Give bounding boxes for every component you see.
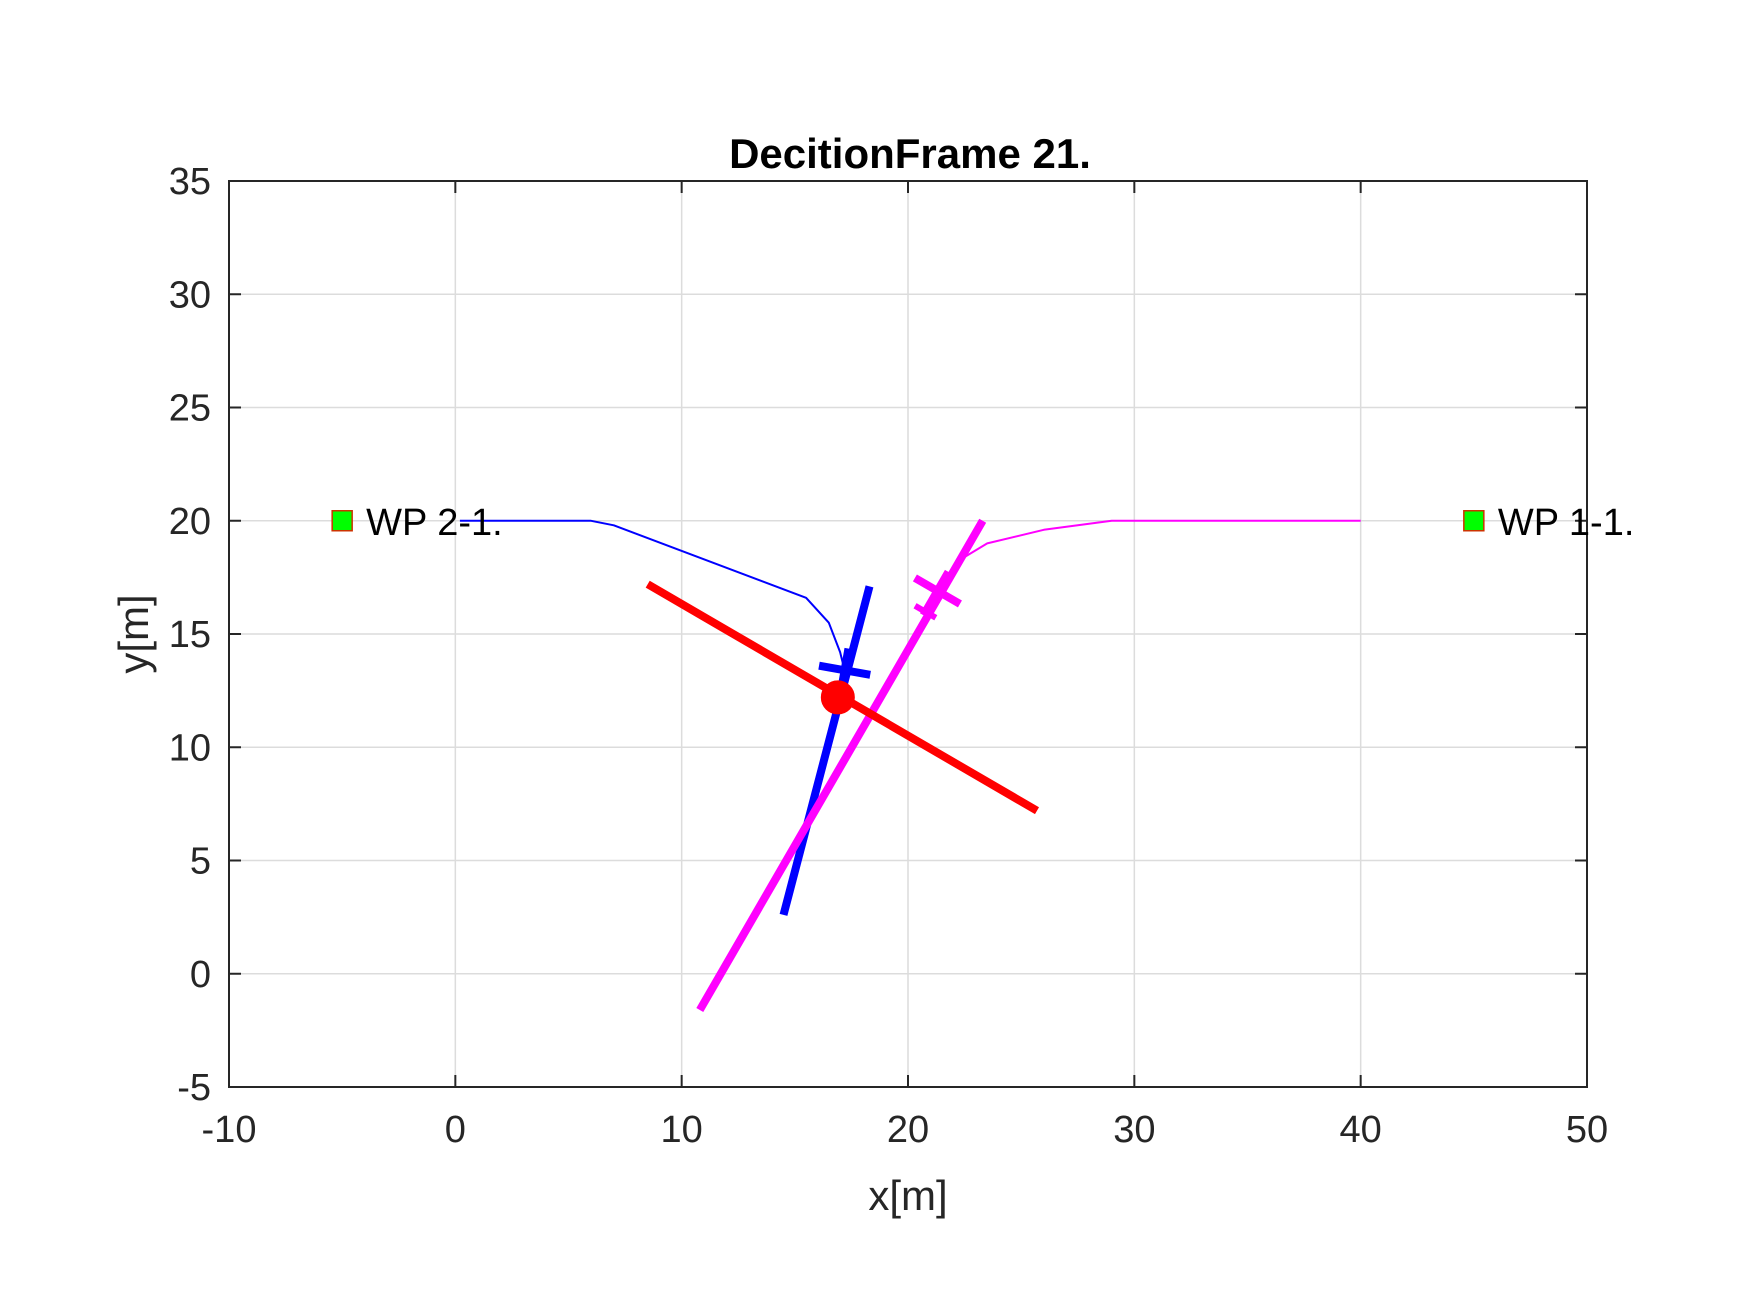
y-tick-label: 30 xyxy=(169,274,211,316)
chart-title: DecitionFrame 21. xyxy=(729,130,1091,177)
x-tick-label: 40 xyxy=(1340,1109,1382,1151)
x-tick-label: -10 xyxy=(202,1109,257,1151)
y-tick-label: 5 xyxy=(190,841,211,883)
waypoints: WP 2-1. WP 1-1. xyxy=(331,502,1635,544)
intersection-point-0 xyxy=(820,680,855,715)
plot-area xyxy=(459,518,1361,1013)
waypoint-label-1: WP 1-1. xyxy=(1498,502,1635,544)
y-axis-label: y[m] xyxy=(110,594,157,673)
y-ticks: -5 0 5 10 15 20 25 30 35 xyxy=(169,161,1587,1109)
x-axis-label: x[m] xyxy=(868,1172,947,1219)
vehicle-wing xyxy=(818,661,871,679)
trajectory-line-0 xyxy=(459,519,846,671)
vehicle-marker-1 xyxy=(912,569,962,621)
vehicle-tail xyxy=(913,603,938,621)
y-tick-label: 20 xyxy=(169,501,211,543)
x-tick-label: 50 xyxy=(1566,1109,1608,1151)
x-tick-label: 20 xyxy=(887,1109,929,1151)
x-tick-label: 0 xyxy=(445,1109,466,1151)
x-ticks: -10 0 10 20 30 40 50 xyxy=(202,181,1608,1151)
y-tick-label: 15 xyxy=(169,614,211,656)
waypoint-marker-1 xyxy=(1463,510,1485,532)
y-tick-label: 10 xyxy=(169,727,211,769)
waypoint-marker-0 xyxy=(331,510,353,532)
thick-line-2 xyxy=(779,585,874,916)
vehicle-wing xyxy=(912,574,962,608)
y-tick-label: 35 xyxy=(169,161,211,203)
thick-line-3 xyxy=(696,518,987,1013)
y-tick-label: -5 xyxy=(177,1067,211,1109)
y-tick-label: 0 xyxy=(190,954,211,996)
x-tick-label: 10 xyxy=(661,1109,703,1151)
y-tick-label: 25 xyxy=(169,388,211,430)
x-tick-label: 30 xyxy=(1113,1109,1155,1151)
waypoint-label-0: WP 2-1. xyxy=(366,502,503,544)
